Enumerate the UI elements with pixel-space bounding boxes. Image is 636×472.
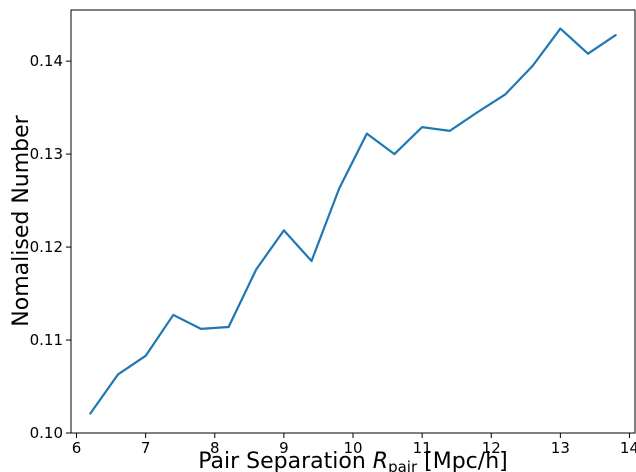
y-axis-ticks: 0.10 0.11 0.12 0.13 0.14: [30, 52, 71, 442]
y-tick-label: 0.12: [30, 238, 63, 256]
x-axis-label-subscript: pair: [388, 458, 418, 472]
plot-frame: [70, 9, 636, 434]
x-axis-ticks: 6 7 8 9 10 11 12 13 14: [72, 433, 636, 457]
x-tick-label: 8: [210, 439, 220, 457]
y-tick-label: 0.10: [30, 424, 63, 442]
x-axis-label: Pair Separation Rpair [Mpc/h]: [198, 449, 507, 472]
y-tick-label: 0.13: [30, 145, 63, 163]
x-tick-label: 13: [551, 439, 570, 457]
x-axis-label-unit: [Mpc/h]: [424, 449, 508, 472]
x-tick-label: 10: [343, 439, 362, 457]
y-tick-label: 0.14: [30, 52, 63, 70]
y-tick-label: 0.11: [30, 331, 63, 349]
x-tick-label: 9: [279, 439, 289, 457]
series-layer: [89, 27, 617, 415]
y-axis-label: Nomalised Number: [9, 114, 34, 326]
x-tick-label: 7: [141, 439, 151, 457]
series-line: [89, 27, 617, 415]
x-tick-label: 6: [72, 439, 82, 457]
x-tick-label: 14: [620, 439, 636, 457]
x-tick-label: 12: [482, 439, 501, 457]
x-axis-label-symbol: R: [373, 449, 388, 472]
x-tick-label: 11: [413, 439, 432, 457]
x-axis-label-text: Pair Separation: [198, 449, 366, 472]
